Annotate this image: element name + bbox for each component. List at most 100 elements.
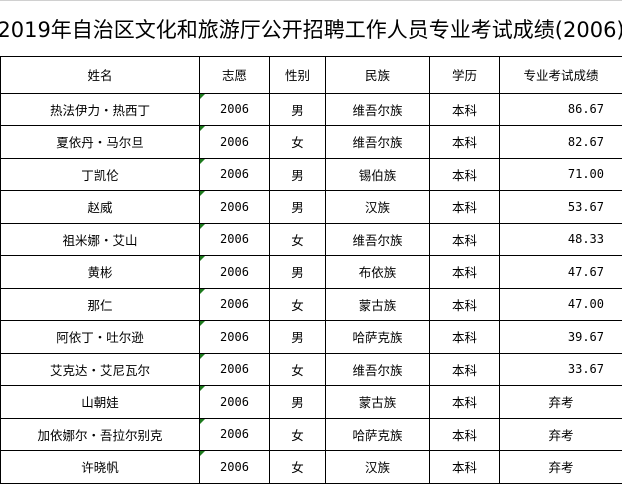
score-cell[interactable]: 33.67 xyxy=(499,352,622,386)
choice-cell[interactable]: 2006 xyxy=(199,320,270,354)
score-cell[interactable]: 86.67 xyxy=(499,92,622,126)
header-score[interactable]: 专业考试成绩 xyxy=(499,56,622,94)
choice-cell[interactable]: 2006 xyxy=(199,450,270,484)
education-cell[interactable]: 本科 xyxy=(429,287,500,321)
cell-text: 47.00 xyxy=(567,297,604,312)
name-cell[interactable]: 阿依丁・吐尔逊 xyxy=(0,320,200,354)
cell-text: 82.67 xyxy=(567,134,604,149)
name-cell[interactable]: 夏依丹・马尔旦 xyxy=(0,125,200,159)
cell-text: 哈萨克族 xyxy=(352,330,403,346)
education-cell[interactable]: 本科 xyxy=(429,92,500,126)
ethnicity-cell[interactable]: 布依族 xyxy=(325,255,430,289)
cell-text: 祖米娜・艾山 xyxy=(62,232,138,248)
cell-text: 艾克达・艾尼瓦尔 xyxy=(49,362,150,378)
choice-cell[interactable]: 2006 xyxy=(199,125,270,159)
header-choice[interactable]: 志愿 xyxy=(199,56,270,94)
name-cell[interactable]: 那仁 xyxy=(0,287,200,321)
comment-marker-icon xyxy=(200,451,205,456)
name-cell[interactable]: 热法伊力・热西丁 xyxy=(0,92,200,126)
gender-cell[interactable]: 女 xyxy=(269,125,326,159)
gender-cell[interactable]: 男 xyxy=(269,157,326,191)
score-cell[interactable]: 弃考 xyxy=(499,417,622,451)
score-cell[interactable]: 48.33 xyxy=(499,222,622,256)
choice-cell[interactable]: 2006 xyxy=(199,255,270,289)
choice-cell[interactable]: 2006 xyxy=(199,157,270,191)
header-ethnicity[interactable]: 民族 xyxy=(325,56,430,94)
choice-cell[interactable]: 2006 xyxy=(199,92,270,126)
education-cell[interactable]: 本科 xyxy=(429,125,500,159)
score-cell[interactable]: 47.00 xyxy=(499,287,622,321)
score-cell[interactable]: 71.00 xyxy=(499,157,622,191)
gender-cell[interactable]: 女 xyxy=(269,222,326,256)
gender-cell[interactable]: 男 xyxy=(269,190,326,224)
ethnicity-cell[interactable]: 汉族 xyxy=(325,190,430,224)
name-cell[interactable]: 丁凯伦 xyxy=(0,157,200,191)
name-cell[interactable]: 许晓帆 xyxy=(0,450,200,484)
score-cell[interactable]: 弃考 xyxy=(499,450,622,484)
cell-text: 本科 xyxy=(451,232,477,248)
education-cell[interactable]: 本科 xyxy=(429,352,500,386)
score-cell[interactable]: 53.67 xyxy=(499,190,622,224)
name-cell[interactable]: 赵威 xyxy=(0,190,200,224)
education-cell[interactable]: 本科 xyxy=(429,320,500,354)
name-cell[interactable]: 祖米娜・艾山 xyxy=(0,222,200,256)
gender-cell[interactable]: 女 xyxy=(269,450,326,484)
cell-text: 47.67 xyxy=(567,264,604,279)
ethnicity-cell[interactable]: 哈萨克族 xyxy=(325,320,430,354)
gender-cell[interactable]: 女 xyxy=(269,417,326,451)
education-cell[interactable]: 本科 xyxy=(429,385,500,419)
ethnicity-cell[interactable]: 汉族 xyxy=(325,450,430,484)
gender-cell[interactable]: 女 xyxy=(269,287,326,321)
choice-cell[interactable]: 2006 xyxy=(199,190,270,224)
gender-cell[interactable]: 男 xyxy=(269,92,326,126)
name-cell[interactable]: 山朝娃 xyxy=(0,385,200,419)
comment-marker-icon xyxy=(200,256,205,261)
score-cell[interactable]: 39.67 xyxy=(499,320,622,354)
education-cell[interactable]: 本科 xyxy=(429,255,500,289)
education-cell[interactable]: 本科 xyxy=(429,417,500,451)
ethnicity-cell[interactable]: 蒙古族 xyxy=(325,287,430,321)
name-cell[interactable]: 艾克达・艾尼瓦尔 xyxy=(0,352,200,386)
cell-text: 维吾尔族 xyxy=(352,102,403,118)
cell-text: 维吾尔族 xyxy=(352,135,403,151)
gender-cell[interactable]: 女 xyxy=(269,352,326,386)
education-cell[interactable]: 本科 xyxy=(429,190,500,224)
header-education[interactable]: 学历 xyxy=(429,56,500,94)
cell-text: 夏依丹・马尔旦 xyxy=(56,135,144,151)
choice-cell[interactable]: 2006 xyxy=(199,352,270,386)
ethnicity-cell[interactable]: 哈萨克族 xyxy=(325,417,430,451)
table-row: 许晓帆 2006 女 汉族 本科 弃考 xyxy=(0,450,622,484)
choice-cell[interactable]: 2006 xyxy=(199,417,270,451)
education-cell[interactable]: 本科 xyxy=(429,450,500,484)
name-cell[interactable]: 加依娜尔・吾拉尔别克 xyxy=(0,417,200,451)
cell-text: 2006 xyxy=(220,134,249,149)
cell-text: 蒙古族 xyxy=(358,297,397,313)
comment-marker-icon xyxy=(200,353,205,359)
gender-cell[interactable]: 男 xyxy=(269,385,326,419)
header-gender[interactable]: 性别 xyxy=(269,56,326,94)
ethnicity-cell[interactable]: 维吾尔族 xyxy=(325,222,430,256)
education-cell[interactable]: 本科 xyxy=(429,222,500,256)
education-cell[interactable]: 本科 xyxy=(429,157,500,191)
cell-text: 39.67 xyxy=(567,329,604,344)
header-name[interactable]: 姓名 xyxy=(0,56,200,94)
ethnicity-cell[interactable]: 维吾尔族 xyxy=(325,125,430,159)
score-cell[interactable]: 弃考 xyxy=(499,385,622,419)
choice-cell[interactable]: 2006 xyxy=(199,287,270,321)
ethnicity-cell[interactable]: 蒙古族 xyxy=(325,385,430,419)
ethnicity-cell[interactable]: 维吾尔族 xyxy=(325,352,430,386)
score-cell[interactable]: 82.67 xyxy=(499,125,622,159)
cell-text: 男 xyxy=(291,167,304,183)
score-cell[interactable]: 47.67 xyxy=(499,255,622,289)
gender-cell[interactable]: 男 xyxy=(269,320,326,354)
cell-text: 维吾尔族 xyxy=(352,362,403,378)
comment-marker-icon xyxy=(200,418,205,424)
ethnicity-cell[interactable]: 锡伯族 xyxy=(325,157,430,191)
ethnicity-cell[interactable]: 维吾尔族 xyxy=(325,92,430,126)
choice-cell[interactable]: 2006 xyxy=(199,385,270,419)
choice-cell[interactable]: 2006 xyxy=(199,222,270,256)
name-cell[interactable]: 黄彬 xyxy=(0,255,200,289)
cell-text: 女 xyxy=(291,135,304,151)
table-row: 丁凯伦 2006 男 锡伯族 本科 71.00 xyxy=(0,157,622,191)
gender-cell[interactable]: 男 xyxy=(269,255,326,289)
